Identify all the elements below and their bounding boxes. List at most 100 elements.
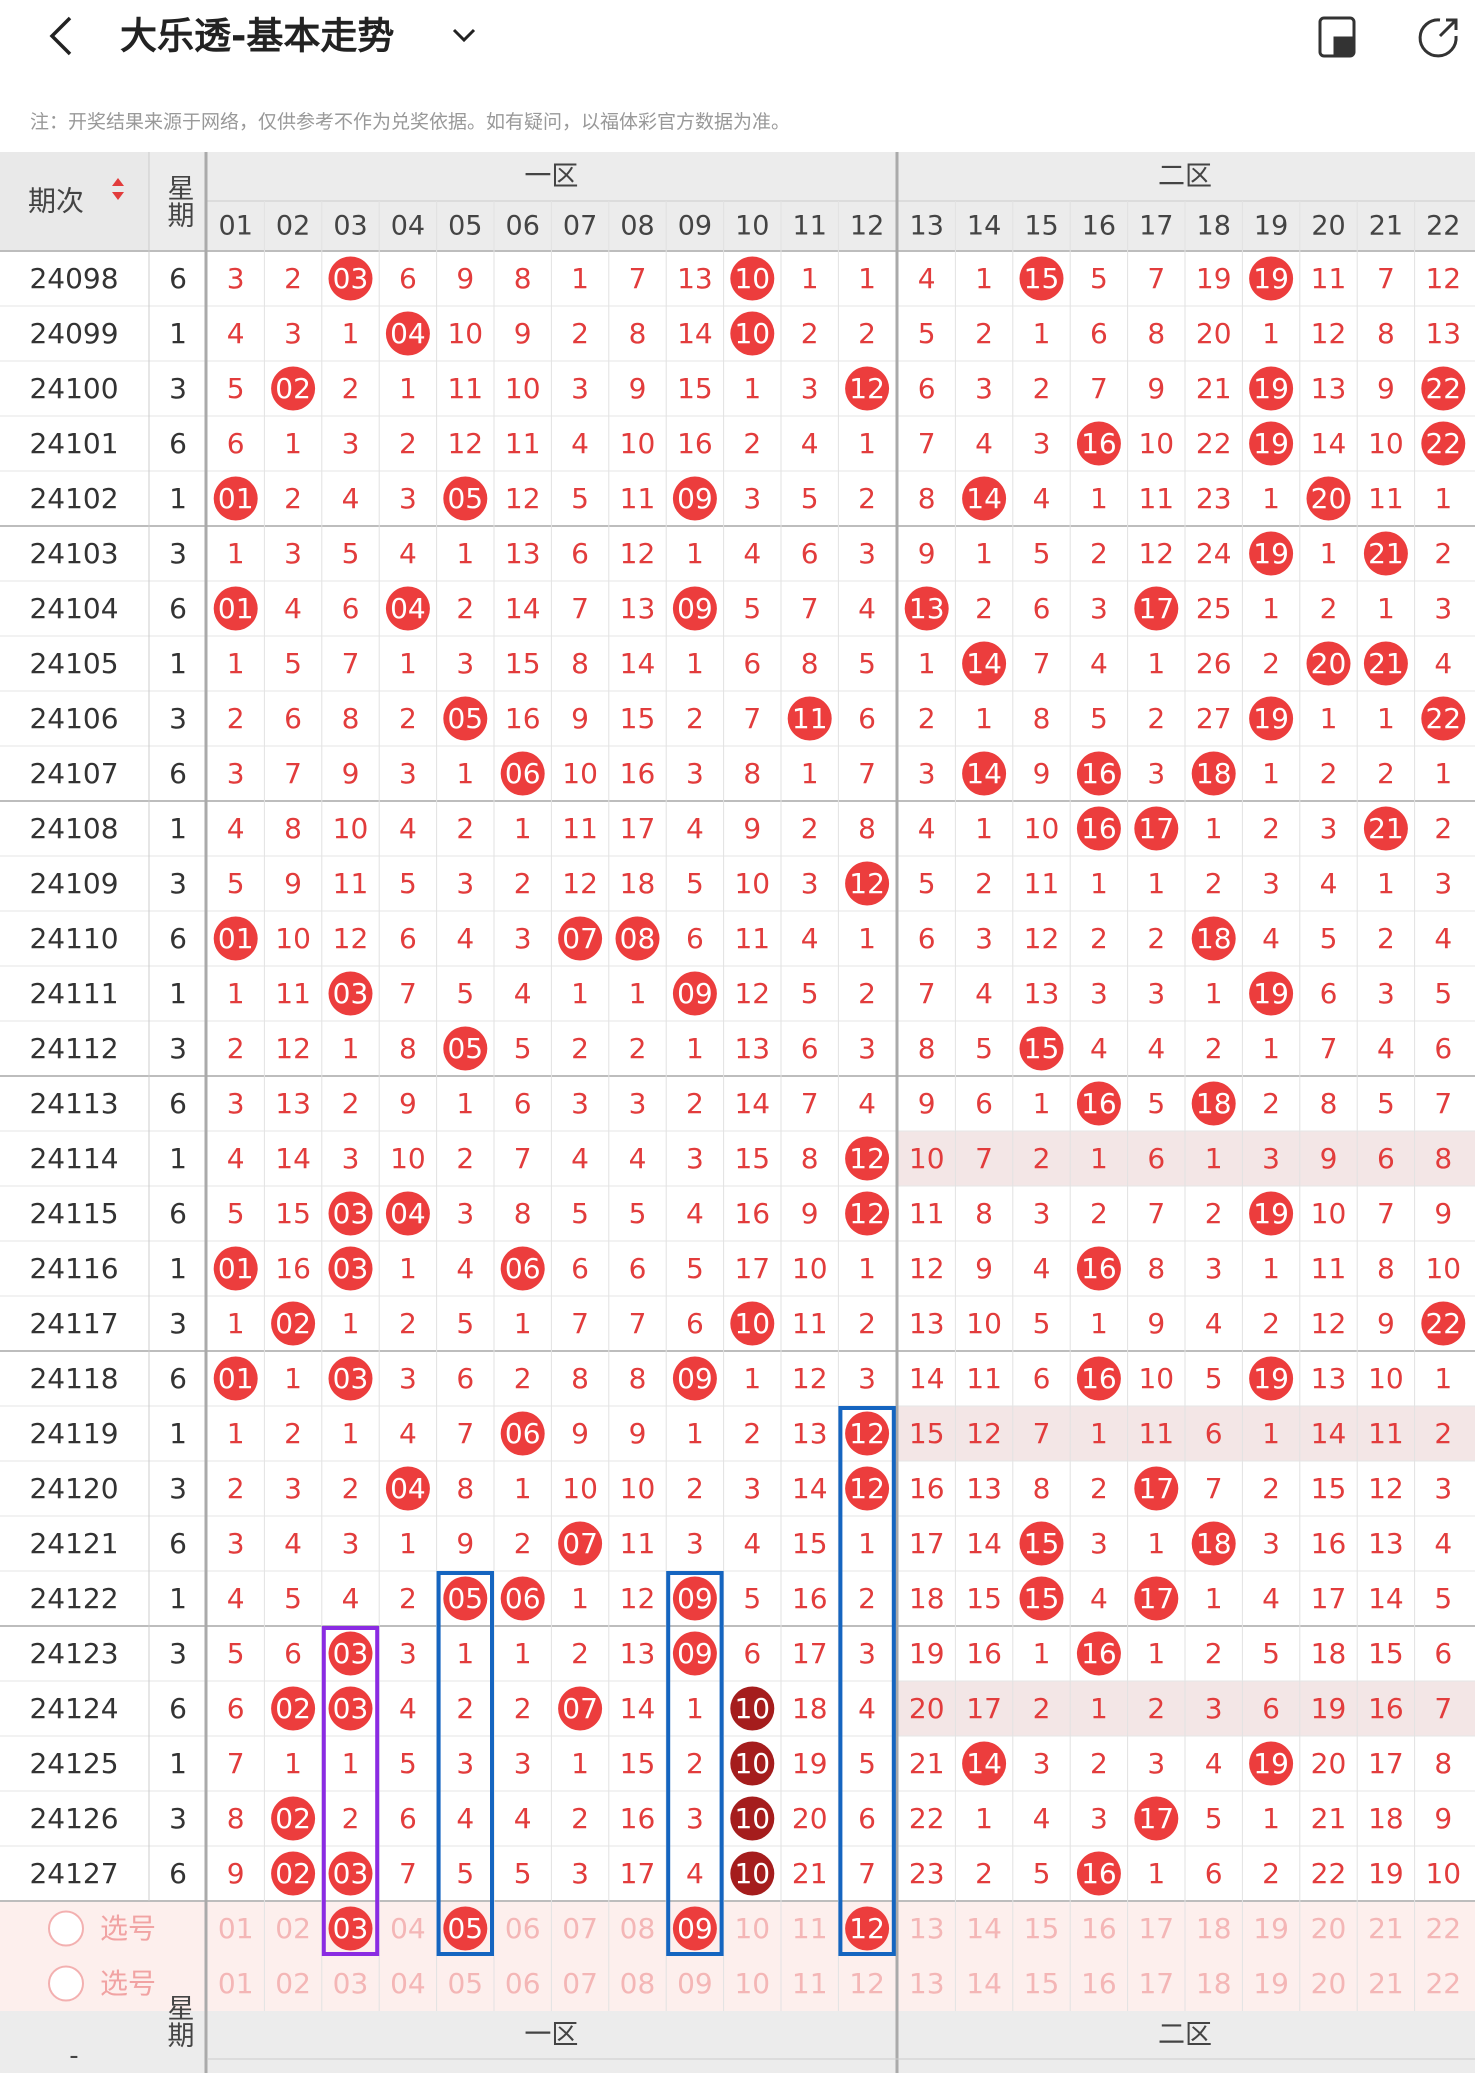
period: 24125 (29, 1747, 118, 1780)
select-number[interactable]: 14 (966, 1912, 1002, 1945)
select-number[interactable]: 17 (1138, 1967, 1174, 2000)
hit-ball (1249, 1191, 1294, 1236)
miss-count: 4 (918, 812, 936, 845)
select-number[interactable]: 13 (909, 1967, 945, 2000)
select-number[interactable]: 12 (849, 1912, 885, 1945)
select-number[interactable]: 07 (562, 1967, 598, 2000)
miss-count: 6 (399, 1802, 417, 1835)
select-number[interactable]: 19 (1253, 1912, 1289, 1945)
hit-number: 15 (1024, 1032, 1060, 1065)
select-number[interactable]: 16 (1081, 1967, 1117, 2000)
miss-count: 11 (734, 922, 770, 955)
select-number[interactable]: 22 (1425, 1912, 1461, 1945)
annotation-box (666, 1571, 724, 1956)
select-number[interactable]: 12 (849, 1967, 885, 2000)
select-number[interactable]: 09 (677, 1912, 713, 1945)
select-number[interactable]: 21 (1368, 1912, 1404, 1945)
miss-count: 8 (1147, 1252, 1165, 1285)
select-number[interactable]: 02 (275, 1967, 311, 2000)
hit-number: 20 (1311, 482, 1347, 515)
miss-count: 23 (909, 1857, 945, 1890)
select-number[interactable]: 05 (447, 1912, 483, 1945)
select-number[interactable]: 03 (333, 1912, 369, 1945)
miss-count: 1 (918, 647, 936, 680)
miss-count: 12 (734, 977, 770, 1010)
miss-count: 6 (1033, 592, 1051, 625)
select-number[interactable]: 10 (734, 1912, 770, 1945)
selected-ball (328, 1906, 373, 1951)
weekday: 1 (169, 1142, 187, 1175)
select-number[interactable]: 04 (390, 1967, 426, 2000)
miss-count: 10 (1024, 812, 1060, 845)
miss-count: 7 (918, 977, 936, 1010)
miss-count: 17 (1311, 1582, 1347, 1615)
hit-ball (213, 586, 258, 631)
weekday: 1 (169, 812, 187, 845)
miss-count: 19 (1311, 1692, 1347, 1725)
select-number[interactable]: 06 (505, 1912, 541, 1945)
select-number[interactable]: 11 (792, 1912, 828, 1945)
hit-number: 10 (734, 1692, 770, 1725)
select-number[interactable]: 07 (562, 1912, 598, 1945)
hit-ball (213, 1356, 258, 1401)
select-number[interactable]: 15 (1024, 1967, 1060, 2000)
select-number[interactable]: 13 (909, 1912, 945, 1945)
select-toggle[interactable] (48, 1910, 84, 1947)
select-number[interactable]: 10 (734, 1967, 770, 2000)
select-number[interactable]: 05 (447, 1967, 483, 2000)
miss-count: 1 (686, 1417, 704, 1450)
select-number[interactable]: 14 (966, 1967, 1002, 2000)
select-number[interactable]: 01 (218, 1967, 254, 2000)
select-number[interactable]: 20 (1311, 1912, 1347, 1945)
select-number[interactable]: 17 (1138, 1912, 1174, 1945)
miss-count: 4 (284, 1527, 302, 1560)
select-number[interactable]: 03 (333, 1967, 369, 2000)
miss-count: 6 (1262, 1692, 1280, 1725)
miss-count: 1 (858, 922, 876, 955)
select-number[interactable]: 22 (1425, 1967, 1461, 2000)
select-number[interactable]: 09 (677, 1967, 713, 2000)
miss-count: 1 (1147, 1857, 1165, 1890)
select-number[interactable]: 11 (792, 1967, 828, 2000)
select-number[interactable]: 08 (620, 1967, 656, 2000)
miss-count: 11 (505, 427, 541, 460)
column-label: 12 (850, 211, 884, 242)
select-number[interactable]: 04 (390, 1912, 426, 1945)
miss-count: 8 (1320, 1087, 1338, 1120)
title-dropdown[interactable] (452, 28, 476, 43)
miss-count: 8 (801, 1142, 819, 1175)
period: 24123 (29, 1637, 118, 1670)
hit-ball (443, 1576, 488, 1621)
miss-count: 9 (629, 372, 647, 405)
hit-number: 21 (1368, 537, 1404, 570)
select-number[interactable]: 19 (1253, 1967, 1289, 2000)
back-button[interactable] (49, 16, 72, 56)
select-number[interactable]: 06 (505, 1967, 541, 2000)
miss-count: 7 (342, 647, 360, 680)
select-number[interactable]: 18 (1196, 1912, 1232, 1945)
footer-column-label: 11 (793, 2070, 827, 2073)
period: 24105 (29, 647, 118, 680)
share-icon[interactable] (1418, 18, 1458, 58)
select-number[interactable]: 15 (1024, 1912, 1060, 1945)
miss-count: 2 (801, 317, 819, 350)
select-toggle[interactable] (48, 1965, 84, 2002)
miss-count: 8 (227, 1802, 245, 1835)
select-number[interactable]: 21 (1368, 1967, 1404, 2000)
miss-count: 10 (1138, 1362, 1174, 1395)
miss-count: 1 (1434, 757, 1452, 790)
select-number[interactable]: 18 (1196, 1967, 1232, 2000)
select-number[interactable]: 20 (1311, 1967, 1347, 2000)
miss-count: 2 (1033, 372, 1051, 405)
miss-count: 24 (1196, 537, 1232, 570)
select-number[interactable]: 02 (275, 1912, 311, 1945)
miss-count: 15 (792, 1527, 828, 1560)
miss-count: 1 (514, 1472, 532, 1505)
miss-count: 12 (275, 1032, 311, 1065)
select-number[interactable]: 16 (1081, 1912, 1117, 1945)
miss-count: 6 (918, 922, 936, 955)
period: 24113 (29, 1087, 118, 1120)
select-number[interactable]: 08 (620, 1912, 656, 1945)
layout-icon[interactable] (1318, 16, 1356, 58)
select-number[interactable]: 01 (218, 1912, 254, 1945)
